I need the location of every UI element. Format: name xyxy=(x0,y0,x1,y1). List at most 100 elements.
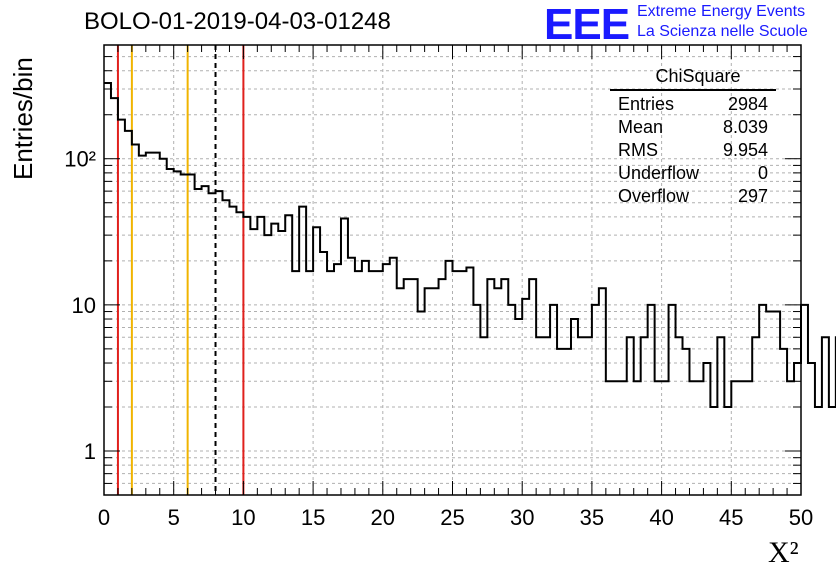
histogram-bin xyxy=(515,319,522,495)
histogram-bin xyxy=(278,231,285,495)
histogram-bin xyxy=(292,271,299,495)
histogram-bin xyxy=(250,229,257,495)
x-tick-label: 0 xyxy=(98,505,110,530)
histogram-bin xyxy=(111,98,118,495)
x-tick-label: 50 xyxy=(789,505,813,530)
histogram-bin xyxy=(229,207,236,495)
stats-row-entries: Entries 2984 xyxy=(610,93,776,116)
logo-subtitle-line2: La Scienza nelle Scuole xyxy=(637,23,808,40)
histogram-bin xyxy=(773,312,780,495)
y-tick-label: 10 xyxy=(72,293,96,318)
stats-row-mean: Mean 8.039 xyxy=(610,116,776,139)
histogram-bin xyxy=(738,381,745,495)
stats-box: ChiSquare Entries 2984 Mean 8.039 RMS 9.… xyxy=(610,66,776,208)
histogram-bin xyxy=(710,407,717,495)
histogram-bin xyxy=(815,407,822,495)
x-tick-label: 15 xyxy=(301,505,325,530)
stats-label: Overflow xyxy=(618,186,690,206)
histogram-bin xyxy=(243,217,250,495)
histogram-bin xyxy=(257,217,264,495)
histogram-bin xyxy=(222,200,229,495)
histogram-bin xyxy=(683,349,690,495)
histogram-bin xyxy=(174,171,181,495)
histogram-bin xyxy=(299,207,306,495)
histogram-bin xyxy=(564,349,571,495)
histogram-bin xyxy=(439,279,446,495)
histogram-bin xyxy=(453,271,460,495)
histogram-bin xyxy=(132,145,139,495)
histogram-bin xyxy=(808,363,815,495)
histogram-bin xyxy=(125,131,132,495)
histogram-bin xyxy=(745,381,752,495)
histogram-bin xyxy=(473,305,480,495)
histogram-bin xyxy=(348,258,355,495)
histogram-bin xyxy=(397,288,404,495)
histogram-bin xyxy=(425,288,432,495)
histogram-bin xyxy=(494,288,501,495)
stats-label: Underflow xyxy=(618,163,700,183)
histogram-bin xyxy=(362,261,369,495)
histogram-bin xyxy=(195,189,202,495)
x-tick-label: 45 xyxy=(719,505,743,530)
histogram-bin xyxy=(648,305,655,495)
histogram-bin xyxy=(759,305,766,495)
histogram-bin xyxy=(557,349,564,495)
histogram-bin xyxy=(487,279,494,495)
stats-value: 0 xyxy=(757,163,768,183)
histogram-bin xyxy=(592,305,599,495)
histogram-bin xyxy=(160,159,167,495)
histogram-bin xyxy=(676,337,683,495)
histogram-bin xyxy=(606,381,613,495)
stats-label: Mean xyxy=(618,117,664,137)
histogram-bin xyxy=(383,264,390,495)
histogram-bin xyxy=(571,319,578,495)
histogram-bin xyxy=(418,312,425,495)
histogram-series xyxy=(104,81,836,409)
histogram-bin xyxy=(118,120,125,495)
x-tick-label: 5 xyxy=(168,505,180,530)
histogram-bin xyxy=(766,312,773,495)
histogram-bin xyxy=(466,268,473,495)
stats-row-underflow: Underflow 0 xyxy=(610,162,776,185)
x-tick-label: 25 xyxy=(440,505,464,530)
histogram-bin xyxy=(655,381,662,495)
histogram-bin xyxy=(508,305,515,495)
histogram-bin xyxy=(536,337,543,495)
histogram-bin xyxy=(369,271,376,495)
histogram-bin xyxy=(627,337,634,495)
histogram-bin xyxy=(139,156,146,495)
histogram-bin xyxy=(585,337,592,495)
histogram-bin xyxy=(202,186,209,495)
histogram-bin xyxy=(216,191,223,495)
histogram-bin xyxy=(550,305,557,495)
histogram-bin xyxy=(376,271,383,495)
histogram-bin xyxy=(787,381,794,495)
x-tick-label: 35 xyxy=(580,505,604,530)
histogram-bin xyxy=(829,407,836,495)
histogram-bin xyxy=(501,279,508,495)
stats-row-overflow: Overflow 297 xyxy=(610,185,776,208)
histogram-bin xyxy=(153,153,160,495)
histogram-bin xyxy=(432,288,439,495)
histogram-bin xyxy=(613,381,620,495)
logo-subtitle-line1: Extreme Energy Events xyxy=(637,3,806,20)
histogram-bin xyxy=(334,264,341,495)
histogram-bin xyxy=(731,381,738,495)
stats-value: 8.039 xyxy=(722,117,768,137)
histogram-bin xyxy=(209,193,216,495)
histogram-bin xyxy=(285,215,292,495)
histogram-bin xyxy=(236,212,243,495)
histogram-bin xyxy=(801,305,808,495)
histogram-bin xyxy=(327,271,334,495)
y-tick-label: 10² xyxy=(64,147,96,172)
histogram-bin xyxy=(641,337,648,495)
histogram-bin xyxy=(669,305,676,495)
histogram-bin xyxy=(404,279,411,495)
x-tick-label: 30 xyxy=(510,505,534,530)
histogram-bin xyxy=(703,363,710,495)
histogram-bin xyxy=(752,337,759,495)
histogram-bin xyxy=(411,279,418,495)
histogram-bin xyxy=(822,337,829,495)
stats-value: 9.954 xyxy=(722,140,768,160)
